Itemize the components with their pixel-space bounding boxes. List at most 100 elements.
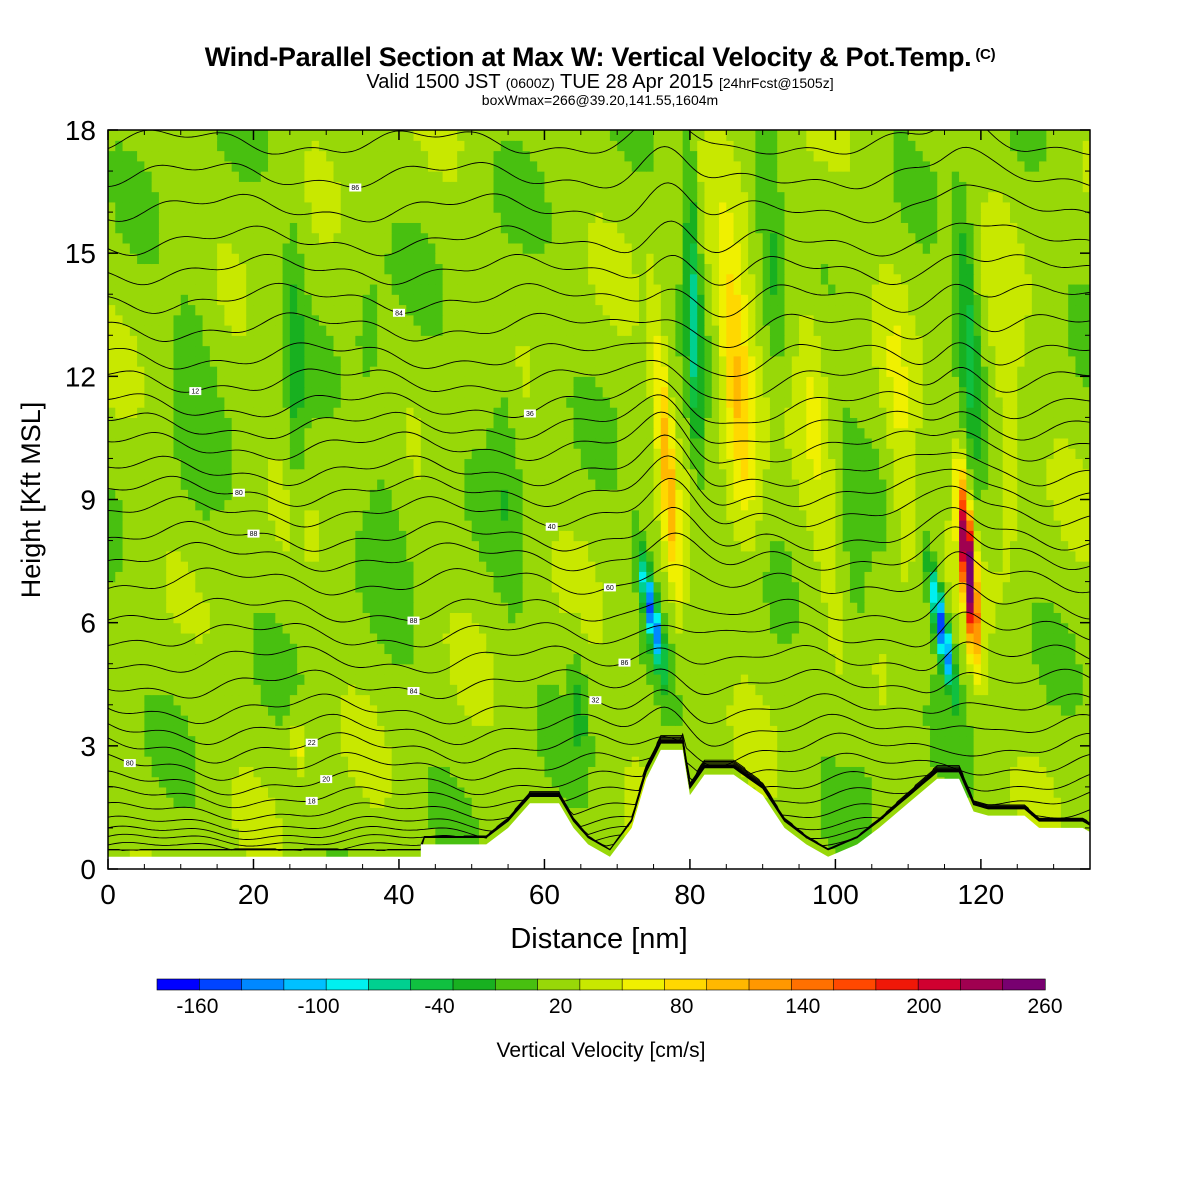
velocity-cell [318,704,327,716]
velocity-cell [1039,797,1047,809]
velocity-cell [129,694,138,706]
velocity-cell [289,591,298,603]
velocity-cell [173,663,182,675]
velocity-cell [609,776,618,788]
velocity-cell [689,561,698,572]
velocity-cell [304,591,313,603]
velocity-cell [1046,653,1055,665]
velocity-cell [762,571,771,583]
velocity-cell [828,632,836,644]
velocity-cell [1039,561,1047,572]
velocity-cell [748,571,756,583]
velocity-cell [988,684,997,696]
velocity-cell [144,643,153,655]
velocity-cell [697,591,706,603]
velocity-cell [820,838,829,850]
velocity-cell [166,735,175,747]
velocity-cell [733,745,742,757]
velocity-cell [500,602,509,613]
velocity-cell [522,571,531,583]
velocity-cell [522,540,531,552]
velocity-cell [333,725,342,737]
velocity-cell [951,622,960,634]
velocity-cell [864,786,873,798]
velocity-cell [1068,745,1077,757]
velocity-cell [973,704,982,716]
velocity-cell [420,694,429,706]
velocity-cell [879,561,887,572]
velocity-cell [915,643,924,655]
velocity-cell [900,489,909,501]
velocity-cell [209,776,218,788]
velocity-cell [529,745,538,757]
velocity-cell [384,571,393,583]
velocity-cell [238,612,247,624]
velocity-cell [289,561,298,572]
velocity-cell [188,756,196,767]
velocity-cell [122,704,131,716]
velocity-cell [398,653,407,665]
velocity-cell [362,591,371,603]
velocity-cell [762,704,771,716]
velocity-cell [173,520,182,531]
velocity-cell [755,663,764,675]
velocity-cell [260,550,269,562]
velocity-cell [631,561,640,572]
velocity-cell [806,581,815,593]
velocity-cell [166,694,175,706]
velocity-cell [289,725,298,737]
velocity-cell [275,725,284,737]
velocity-cell [282,807,291,819]
velocity-cell [544,735,553,747]
velocity-cell [849,643,858,655]
velocity-cell [675,684,684,696]
velocity-cell [398,550,407,562]
velocity-cell [268,725,276,737]
velocity-cell [929,715,938,726]
velocity-cell [158,827,167,839]
velocity-cell [719,663,727,675]
vertical-velocity-field [108,130,1090,869]
velocity-cell [1053,653,1062,665]
velocity-cell [442,550,451,562]
velocity-cell [755,766,764,778]
velocity-cell [1002,715,1011,726]
velocity-cell [1009,776,1018,788]
velocity-cell [631,602,640,613]
velocity-cell [122,827,131,839]
velocity-cell [231,786,240,798]
velocity-cell [420,499,429,511]
velocity-cell [922,530,931,542]
velocity-cell [573,745,582,757]
velocity-cell [842,684,851,696]
velocity-cell [668,499,676,511]
velocity-cell [711,591,720,603]
velocity-cell [617,540,626,552]
velocity-cell [1082,540,1090,552]
velocity-cell [457,591,466,603]
velocity-cell [457,838,466,850]
velocity-cell [573,540,582,552]
velocity-cell [922,766,931,778]
velocity-cell [697,530,706,542]
velocity-cell [326,745,335,757]
velocity-cell [195,797,204,809]
velocity-cell [515,704,524,716]
velocity-cell [1039,786,1047,798]
velocity-cell [733,632,742,644]
velocity-cell [115,489,124,501]
velocity-cell [871,684,880,696]
velocity-cell [944,725,953,737]
velocity-cell [857,797,866,809]
velocity-cell [748,745,756,757]
velocity-cell [166,509,175,521]
velocity-cell [188,612,196,624]
velocity-cell [282,489,291,501]
velocity-cell [820,684,829,696]
velocity-cell [384,499,393,511]
velocity-cell [151,848,160,860]
velocity-cell [173,612,182,624]
velocity-cell [1075,591,1084,603]
velocity-cell [1068,643,1077,655]
velocity-cell [391,653,400,665]
